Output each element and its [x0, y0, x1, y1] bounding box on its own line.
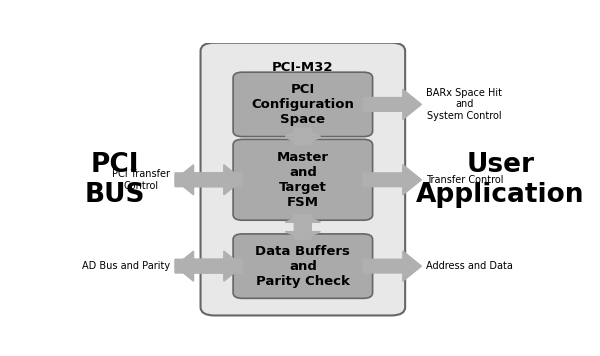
FancyArrow shape [285, 129, 320, 145]
FancyArrow shape [175, 251, 242, 281]
FancyArrow shape [285, 215, 320, 239]
FancyArrow shape [285, 215, 320, 239]
FancyArrow shape [364, 165, 421, 195]
FancyArrow shape [285, 129, 320, 145]
Text: PCI
BUS: PCI BUS [84, 152, 145, 208]
FancyArrow shape [175, 165, 242, 195]
FancyBboxPatch shape [200, 43, 405, 315]
FancyBboxPatch shape [233, 234, 373, 298]
Text: PCI
Configuration
Space: PCI Configuration Space [251, 83, 354, 126]
Text: BARx Space Hit
and
System Control: BARx Space Hit and System Control [426, 88, 502, 121]
Text: Transfer Control: Transfer Control [426, 175, 503, 185]
Text: PCI-M32: PCI-M32 [272, 61, 334, 74]
Text: Address and Data: Address and Data [426, 261, 513, 271]
FancyBboxPatch shape [233, 139, 373, 220]
FancyBboxPatch shape [233, 72, 373, 137]
Text: Master
and
Target
FSM: Master and Target FSM [277, 151, 329, 209]
FancyArrow shape [175, 165, 242, 195]
FancyArrow shape [364, 89, 421, 120]
Text: Data Buffers
and
Parity Check: Data Buffers and Parity Check [256, 245, 350, 288]
FancyArrow shape [175, 251, 242, 281]
FancyArrow shape [364, 251, 421, 281]
Text: User
Application: User Application [416, 152, 585, 208]
Text: PCI Transfer
Control: PCI Transfer Control [112, 169, 170, 190]
Text: AD Bus and Parity: AD Bus and Parity [82, 261, 170, 271]
